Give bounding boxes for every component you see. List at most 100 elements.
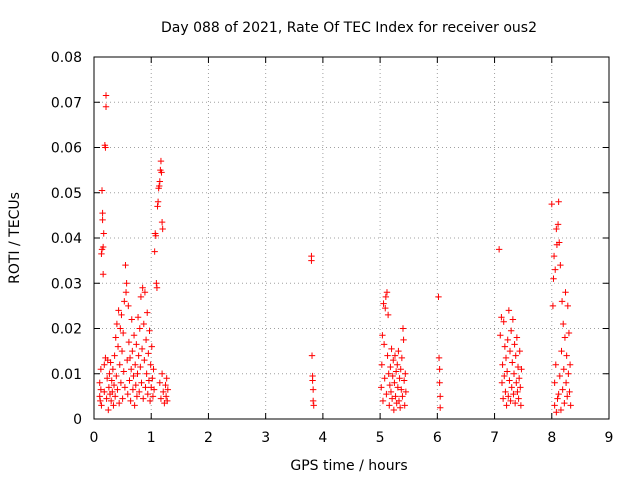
data-point-marker [503,368,511,375]
data-point-marker [564,302,571,310]
data-point-marker [156,379,164,386]
data-point-marker [553,225,560,233]
data-point-marker [402,370,409,377]
data-point-marker [557,406,565,414]
data-point-marker [140,320,147,328]
data-point-marker [517,384,524,391]
data-point-marker [310,402,317,409]
data-point-marker [550,252,558,260]
data-point-marker [148,343,155,350]
data-point-marker [551,402,558,409]
data-point-marker [513,334,521,341]
data-point-marker [137,363,144,371]
data-point-marker [137,293,145,301]
x-tick-label: 5 [376,430,385,446]
data-point-marker [105,406,112,414]
data-point-marker [501,372,508,380]
data-point-marker [563,352,570,359]
x-tick-label: 6 [433,430,442,446]
data-point-marker [500,318,507,325]
data-point-marker [555,198,562,205]
data-point-marker [129,347,136,355]
data-point-marker [402,388,410,396]
data-point-marker [122,289,130,296]
data-point-marker [506,347,514,355]
data-point-marker [395,347,402,355]
data-point-marker [130,372,137,380]
data-point-marker [398,354,406,362]
data-point-marker [435,293,442,301]
data-point-marker [560,320,567,328]
data-point-marker [505,307,513,314]
data-point-marker [509,359,516,366]
y-tick-label: 0.03 [51,276,82,292]
data-point-marker [511,399,519,407]
data-point-marker [149,393,157,400]
data-point-marker [511,341,518,348]
data-point-marker [153,280,160,287]
y-tick-label: 0.05 [51,186,82,202]
data-point-marker [145,377,153,384]
data-point-marker [151,248,158,255]
y-tick-label: 0.07 [51,95,82,111]
y-tick-label: 0 [73,412,82,428]
data-point-marker [164,386,172,393]
data-point-marker [164,397,171,405]
data-point-marker [552,266,559,273]
data-point-marker [139,284,146,291]
data-point-marker [113,320,121,328]
data-point-marker [146,327,153,334]
data-point-marker [512,352,519,359]
data-point-marker [144,309,151,316]
data-point-marker [382,293,390,301]
data-point-marker [387,363,394,371]
data-point-marker [387,388,395,396]
data-point-marker [436,404,444,411]
data-point-marker [498,313,505,321]
data-point-marker [99,209,106,217]
data-point-marker [136,325,143,332]
data-point-marker [159,225,166,233]
data-point-marker [398,386,405,393]
data-point-marker [515,395,522,402]
data-point-marker [138,345,146,353]
data-point-marker [154,203,161,210]
data-point-marker [558,298,566,305]
grid-lines [94,57,609,419]
data-point-marker [99,271,107,278]
data-point-marker [119,395,126,402]
x-axis-title: GPS time / hours [290,458,407,474]
data-point-marker [507,327,515,334]
data-point-marker [114,386,121,393]
data-point-marker [378,361,386,368]
data-point-marker [516,347,523,355]
tick-labels: 0 1 2 3 4 5 6 7 8 9 0 0.01 0.02 0.03 0.04 0.05 0.06 0.07 0… [51,50,614,446]
data-point-marker [397,366,404,373]
data-point-marker [309,377,316,384]
y-axis-title: ROTI / TECUs [7,192,23,284]
data-point-marker [379,332,386,339]
data-point-marker [111,352,118,359]
data-point-marker [504,336,511,344]
data-point-marker [145,350,152,357]
data-point-marker [392,368,400,375]
data-point-marker [162,381,169,389]
data-point-marker [510,390,517,398]
data-point-marker [394,384,402,391]
data-point-marker [565,370,572,377]
data-point-marker [549,302,557,310]
data-point-marker [383,289,391,296]
data-point-marker [101,388,108,396]
data-point-marker [158,370,166,377]
data-point-marker [514,388,521,396]
x-tick-label: 0 [90,430,99,446]
data-point-marker [551,379,558,386]
data-point-marker [497,332,504,339]
data-point-marker [118,347,126,355]
data-point-marker [140,395,147,402]
data-point-marker [125,302,132,310]
data-point-marker [128,316,135,323]
data-point-marker [150,366,157,373]
